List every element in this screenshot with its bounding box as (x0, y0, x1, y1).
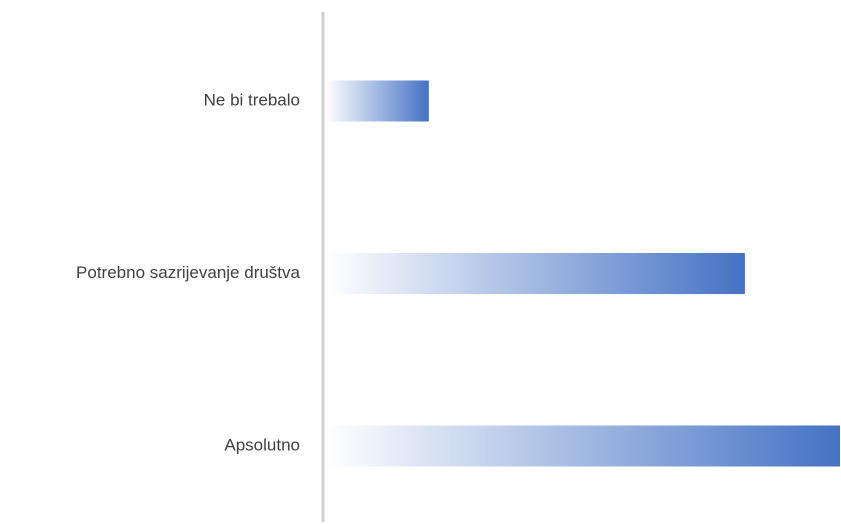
y-tick-label: Ne bi trebalo (204, 90, 300, 109)
bar (326, 253, 745, 294)
y-tick-label: Apsolutno (224, 435, 300, 454)
bar (326, 80, 429, 122)
bar (326, 425, 840, 467)
y-tick-label: Potrebno sazrijevanje društva (76, 263, 301, 282)
